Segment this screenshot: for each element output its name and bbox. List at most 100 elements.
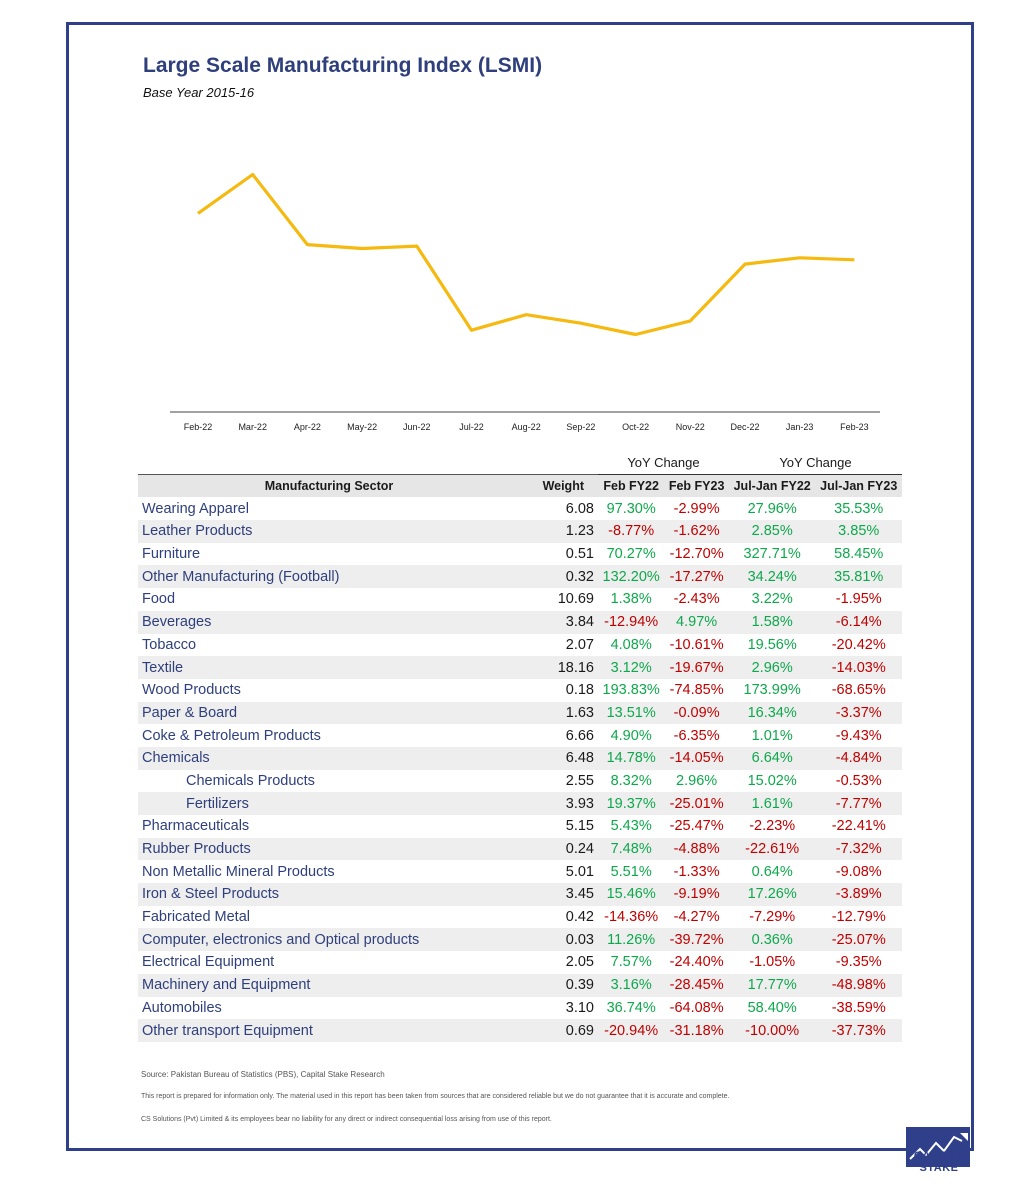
sector-name: Furniture <box>142 546 201 563</box>
rising-chart-logo-icon <box>906 1127 970 1167</box>
table-row: Textile 18.16 3.12% -19.67% 2.96% -14.03% <box>138 656 902 679</box>
logo-line-1: CAPITAL <box>913 1150 965 1162</box>
feb-fy23-value: -2.43% <box>673 591 720 608</box>
x-tick-label: Jul-22 <box>459 422 484 432</box>
feb-fy23-value: -9.19% <box>664 883 729 906</box>
table-row: Automobiles 3.10 36.74% -64.08% 58.40% -38.59… <box>138 997 902 1020</box>
sector-name: Textile <box>138 656 520 679</box>
feb-fy23-value: -1.62% <box>664 520 729 543</box>
juljan-fy23-value: 35.53% <box>834 500 884 517</box>
table-row: Wearing Apparel 6.08 97.30% -2.99% 27.96% 35.… <box>138 497 902 520</box>
sector-name: Computer, electronics and Optical produc… <box>138 928 520 952</box>
feb-fy23-value: -2.99% <box>673 500 720 517</box>
x-tick-label: Feb-22 <box>184 422 213 432</box>
table-row: Machinery and Equipment 0.39 3.16% -28.45% 1… <box>138 973 902 997</box>
feb-fy23-value: -31.18% <box>664 1019 729 1042</box>
sector-name: Leather Products <box>138 520 520 543</box>
weight-value: 0.32 <box>520 565 598 589</box>
source-note: Source: Pakistan Bureau of Statistics (P… <box>141 1070 385 1079</box>
sector-name: Paper & Board <box>138 701 520 725</box>
juljan-fy23-value: -48.98% <box>815 973 902 997</box>
col-header-juljan-fy23: Jul-Jan FY23 <box>815 473 902 498</box>
lsmi-line-chart: Feb-22 Mar-22 Apr-22 May-22 Jun-22 Jul-22 Aug-… <box>170 172 880 432</box>
feb-fy22-value: 13.51% <box>598 701 665 725</box>
col-header-feb-fy22: Feb FY22 <box>598 473 665 498</box>
weight-value: 1.63 <box>520 701 598 725</box>
weight-value: 6.66 <box>565 727 594 744</box>
juljan-fy22-value: 1.01% <box>751 727 793 744</box>
juljan-fy22-value: -22.61% <box>728 837 816 861</box>
feb-fy22-value: 7.57% <box>610 954 652 971</box>
juljan-fy23-value: -37.73% <box>815 1019 902 1042</box>
juljan-fy23-value: -4.84% <box>815 746 902 770</box>
juljan-fy23-value: 3.85% <box>815 520 902 543</box>
feb-fy23-value: -1.33% <box>673 863 720 880</box>
feb-fy22-value: 19.37% <box>598 792 665 815</box>
sector-name: Coke & Petroleum Products <box>142 727 321 744</box>
column-header-row: Manufacturing Sector Weight Feb FY22 Feb… <box>138 473 902 498</box>
table-body: Wearing Apparel 6.08 97.30% -2.99% 27.96% 35.… <box>138 497 902 1042</box>
juljan-fy23-value: -1.95% <box>835 591 882 608</box>
table-row: Wood Products 0.18 193.83% -74.85% 173.99% -6… <box>138 679 902 702</box>
juljan-fy22-value: 2.85% <box>728 520 816 543</box>
disclaimer-2: CS Solutions (Pvt) Limited & its employe… <box>141 1116 552 1123</box>
juljan-fy23-value: -9.08% <box>835 863 882 880</box>
weight-value: 5.01 <box>565 863 594 880</box>
juljan-fy22-value: -2.23% <box>749 818 796 835</box>
x-tick-label: May-22 <box>347 422 377 432</box>
table-row: Other Manufacturing (Football) 0.32 132.20… <box>138 565 902 589</box>
juljan-fy23-value: -0.53% <box>835 772 882 789</box>
weight-value: 0.24 <box>520 837 598 861</box>
weight-value: 0.03 <box>520 928 598 952</box>
feb-fy22-value: 1.38% <box>610 591 652 608</box>
feb-fy22-value: 3.12% <box>598 656 665 679</box>
sector-name: Electrical Equipment <box>142 954 275 971</box>
feb-fy23-value: -4.88% <box>664 837 729 861</box>
weight-value: 2.07 <box>565 636 594 653</box>
feb-fy22-value: 5.51% <box>610 863 652 880</box>
feb-fy22-value: 15.46% <box>598 883 665 906</box>
juljan-fy22-value: 6.64% <box>728 746 816 770</box>
sector-name: Non Metallic Mineral Products <box>142 863 335 880</box>
table-row: Fertilizers 3.93 19.37% -25.01% 1.61% -7.77% <box>138 792 902 815</box>
sector-table: YoY Change YoY Change Manufacturing Sect… <box>138 451 902 1042</box>
juljan-fy23-value: -12.79% <box>831 909 886 926</box>
x-tick-label: Dec-22 <box>730 422 759 432</box>
juljan-fy22-value: 173.99% <box>743 682 801 699</box>
juljan-fy22-value: -1.05% <box>749 954 796 971</box>
sector-name: Iron & Steel Products <box>138 883 520 906</box>
juljan-fy23-value: -22.41% <box>831 818 886 835</box>
series-line-0 <box>197 172 855 337</box>
table-row: Chemicals 6.48 14.78% -14.05% 6.64% -4.84% <box>138 746 902 770</box>
group-header-row: YoY Change YoY Change <box>138 451 902 475</box>
feb-fy22-value: 7.48% <box>598 837 665 861</box>
col-header-feb-fy23: Feb FY23 <box>664 473 729 498</box>
yoy-change-header-1: YoY Change <box>598 451 729 475</box>
table-row: Computer, electronics and Optical produc… <box>138 928 902 952</box>
table-row: Furniture 0.51 70.27% -12.70% 327.71% 58.45% <box>138 543 902 566</box>
juljan-fy23-value: -9.35% <box>835 954 882 971</box>
sector-name: Food <box>142 591 176 608</box>
sector-name: Wearing Apparel <box>142 500 249 517</box>
feb-fy23-value: -4.27% <box>673 909 720 926</box>
weight-value: 18.16 <box>520 656 598 679</box>
weight-value: 5.15 <box>565 818 594 835</box>
sector-name: Machinery and Equipment <box>138 973 520 997</box>
feb-fy23-value: -64.08% <box>669 999 724 1016</box>
juljan-fy23-value: -25.07% <box>815 928 902 952</box>
table-row: Fabricated Metal 0.42 -14.36% -4.27% -7.29% -… <box>138 906 902 929</box>
feb-fy23-value: -14.05% <box>664 746 729 770</box>
sector-name: Beverages <box>138 610 520 634</box>
weight-value: 6.08 <box>565 500 594 517</box>
x-tick-label: Aug-22 <box>512 422 541 432</box>
logo-line-2: STAKE <box>919 1162 959 1174</box>
juljan-fy22-value: 0.36% <box>728 928 816 952</box>
sector-name: Fabricated Metal <box>142 909 250 926</box>
x-tick-label: Feb-23 <box>840 422 869 432</box>
x-tick-label: Nov-22 <box>676 422 705 432</box>
juljan-fy22-value: 1.58% <box>728 610 816 634</box>
weight-value: 3.93 <box>520 792 598 815</box>
feb-fy22-value: 97.30% <box>606 500 656 517</box>
table-row: Tobacco 2.07 4.08% -10.61% 19.56% -20.42% <box>138 634 902 657</box>
sector-name: Tobacco <box>142 636 197 653</box>
